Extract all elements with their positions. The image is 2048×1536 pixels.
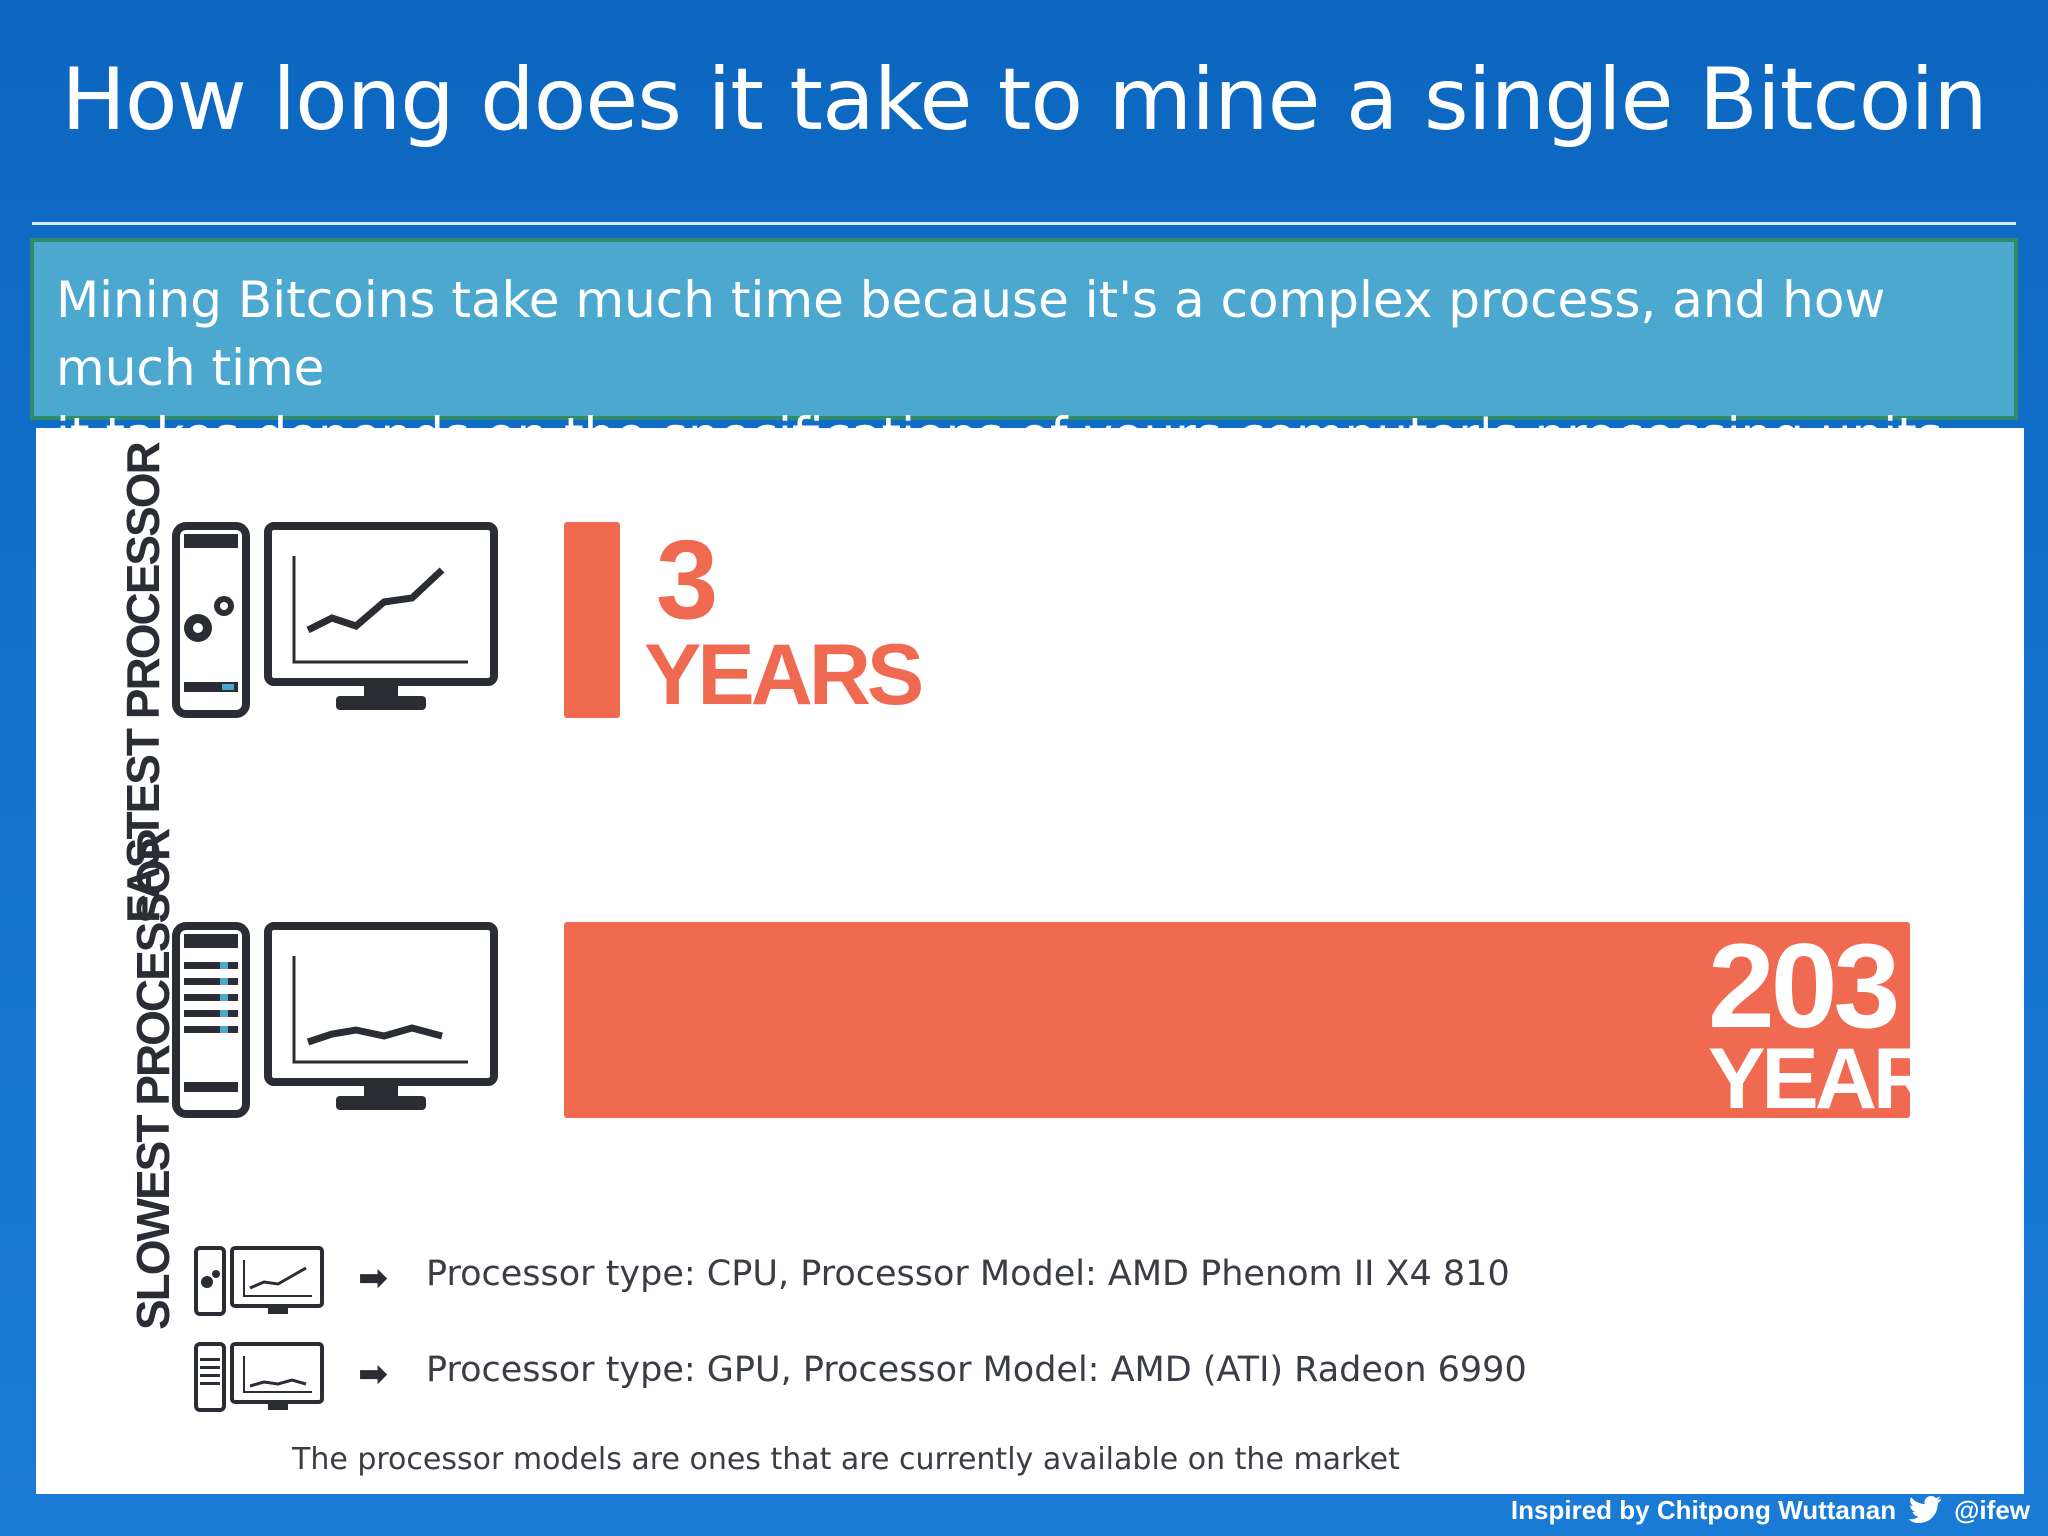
bar-slowest xyxy=(564,922,1910,1118)
legend-arrow-1: ➡ xyxy=(358,1258,389,1299)
chart-footnote: The processor models are ones that are c… xyxy=(292,1442,1400,1477)
fast-computer-icon xyxy=(172,522,498,718)
credit-text: Inspired by Chitpong Wuttanan xyxy=(1510,1494,1897,1525)
bar-unit-slowest: YEARS xyxy=(1708,1031,1988,1127)
title-divider xyxy=(32,222,2016,225)
legend-text-gpu: Processor type: GPU, Processor Model: AM… xyxy=(426,1350,1527,1390)
credit-handle: @ifew xyxy=(1954,1494,2030,1525)
twitter-bird-icon xyxy=(1908,1496,1942,1523)
credit-line: Inspired by Chitpong Wuttanan @ifew xyxy=(1511,1492,2030,1528)
bar-fastest xyxy=(564,522,620,718)
chart-panel: FASTEST PROCESSOR SLOWEST PROCESSOR 3 YE xyxy=(36,428,2024,1494)
bar-unit-fastest: YEARS xyxy=(644,627,924,723)
intro-callout: Mining Bitcoins take much time because i… xyxy=(30,238,2018,465)
bar-value-fastest: 3 xyxy=(656,517,718,642)
legend-slow-computer-icon xyxy=(194,1342,324,1412)
callout-line-1: Mining Bitcoins take much time because i… xyxy=(56,271,1886,397)
slow-computer-icon xyxy=(172,922,498,1118)
legend-text-cpu: Processor type: CPU, Processor Model: AM… xyxy=(426,1254,1510,1294)
legend-fast-computer-icon xyxy=(194,1246,324,1316)
bar-value-slowest: 203 xyxy=(1708,919,1900,1053)
page-title: How long does it take to mine a single B… xyxy=(61,50,1988,150)
row-label-slowest: SLOWEST PROCESSOR xyxy=(127,829,179,1330)
legend-arrow-2: ➡ xyxy=(358,1354,389,1395)
